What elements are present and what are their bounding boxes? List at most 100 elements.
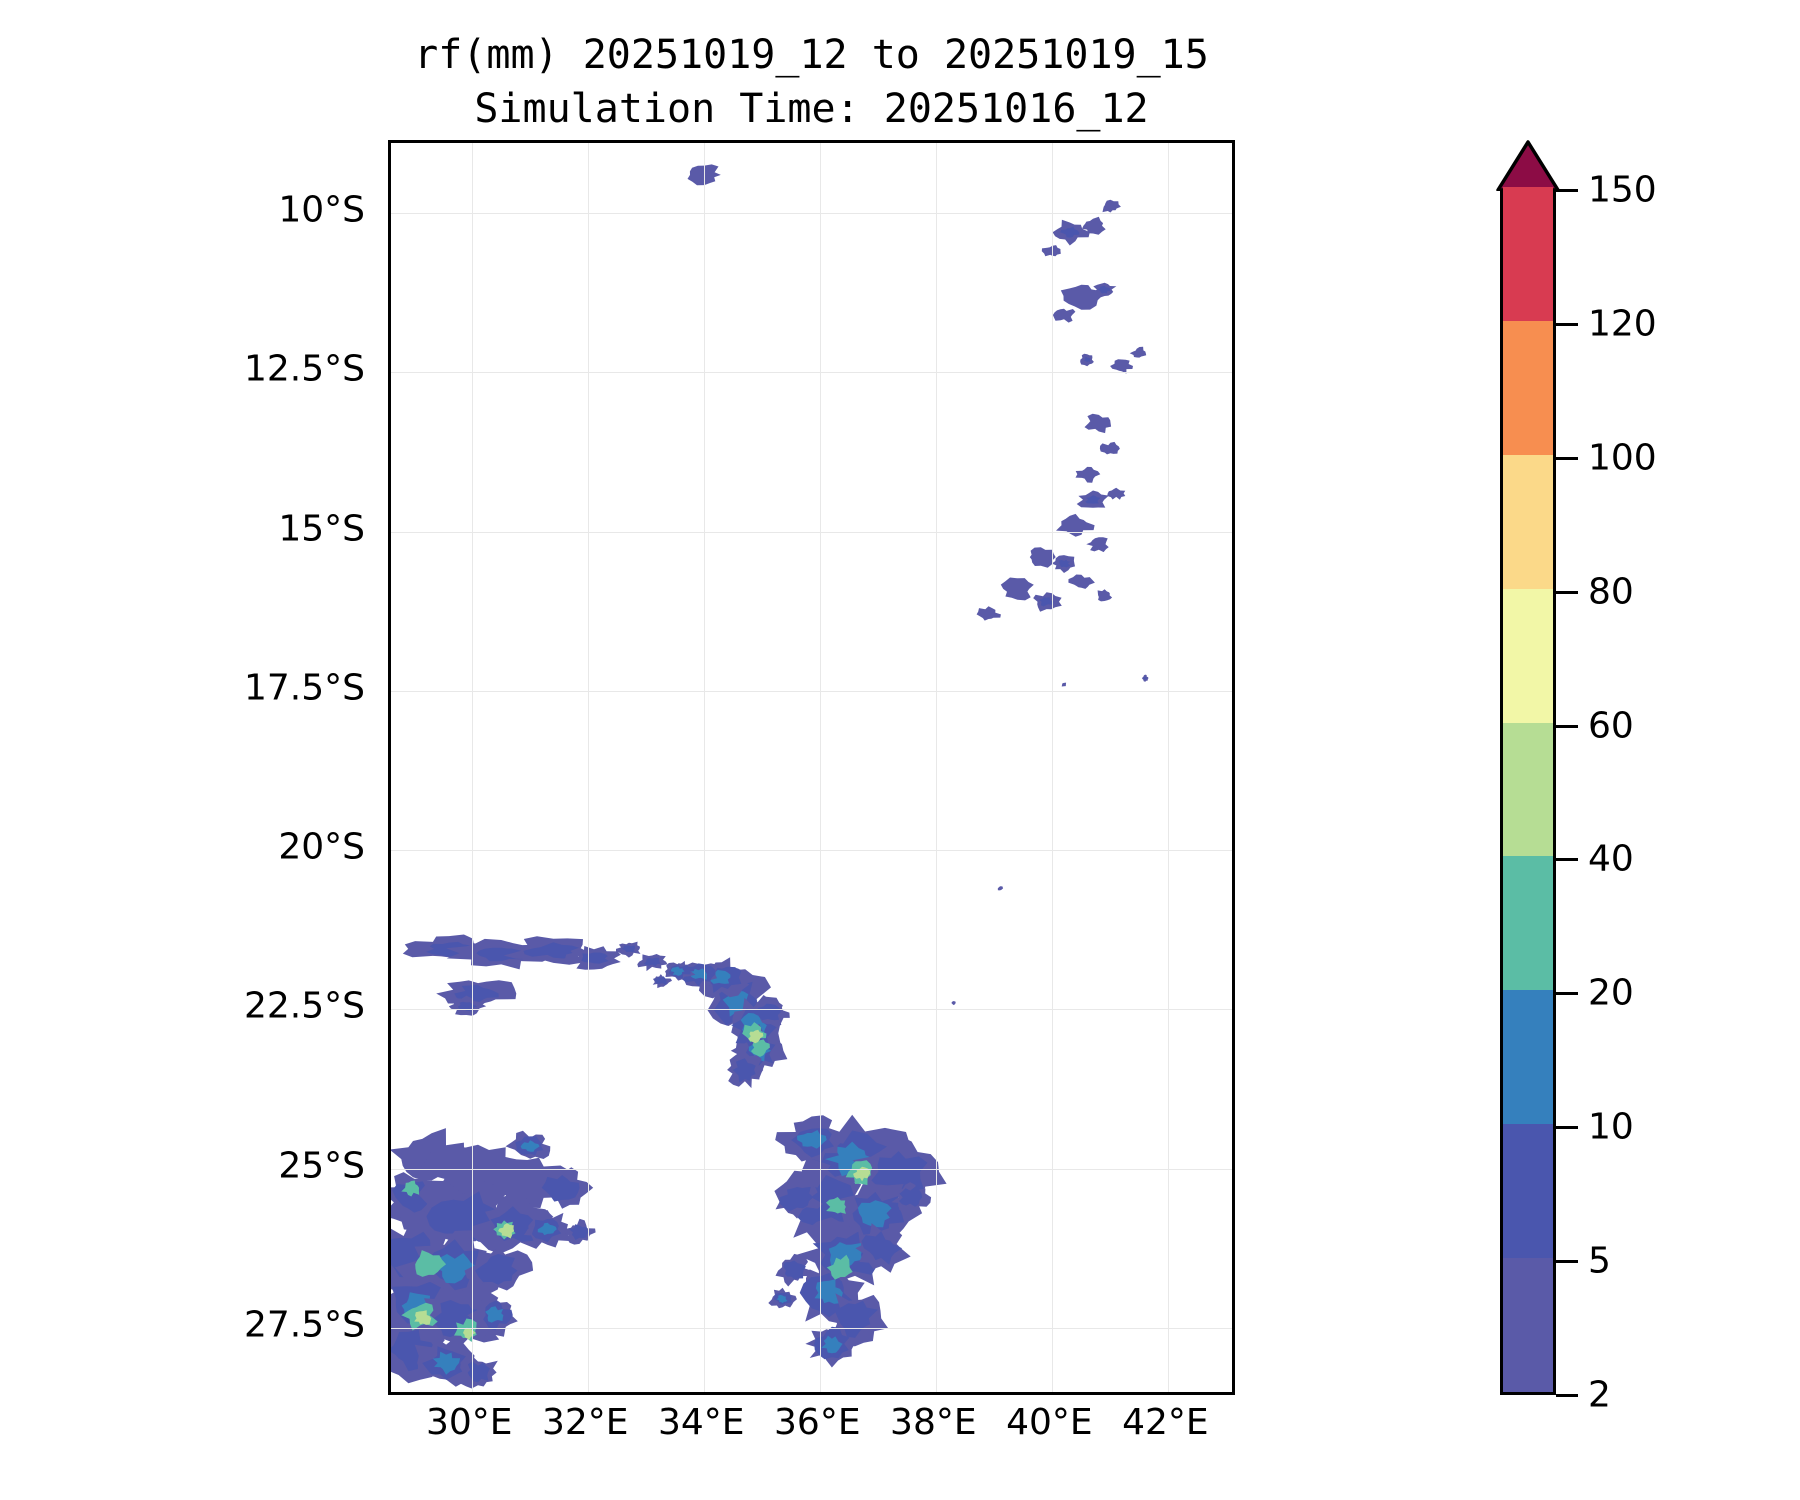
- precip-cell-north: [1097, 589, 1113, 602]
- precip-cell-north: [976, 606, 1001, 621]
- precip-core-20-40: [415, 1250, 447, 1277]
- precip-cell-north: [1041, 245, 1061, 257]
- precip-cell-south-africa: [541, 1175, 580, 1202]
- colorbar-extend-arrow: [1496, 140, 1560, 191]
- gridline-horizontal: [391, 1168, 1232, 1170]
- precip-cell-offshore-core: [821, 1335, 843, 1354]
- precip-cell-south-africa-core: [520, 1140, 540, 1152]
- colorbar-tick-label: 10: [1588, 1106, 1634, 1148]
- figure-title: rf(mm) 20251019_12 to 20251019_15 Simula…: [388, 28, 1235, 136]
- precip-cell-north: [1107, 487, 1126, 500]
- precip-cell-moz-coast-core: [670, 966, 685, 976]
- precip-core-20-40: [826, 1197, 846, 1214]
- y-tick-label: 20°S: [278, 826, 365, 868]
- colorbar-band: [1503, 588, 1553, 723]
- precip-cell-limpopo-core: [643, 957, 661, 967]
- precip-core-40-60: [853, 1166, 871, 1182]
- y-tick-label: 27.5°S: [243, 1304, 365, 1346]
- precip-cell-north-core: [1097, 285, 1111, 294]
- precip-cell-offshore-core: [857, 1200, 892, 1228]
- precip-cell-north: [1056, 513, 1095, 537]
- precip-cell-north-core: [1085, 495, 1101, 504]
- y-tick-label: 12.5°S: [243, 348, 365, 390]
- colorbar-band: [1503, 320, 1553, 455]
- precip-core-40-60: [748, 1029, 764, 1044]
- precip-cell-north-core: [1039, 597, 1054, 607]
- gridline-horizontal: [391, 372, 1232, 374]
- colorbar-tick: [1556, 1260, 1578, 1264]
- gridline-horizontal: [391, 850, 1232, 852]
- precip-cell-south-africa-core: [485, 1306, 504, 1323]
- colorbar-tick-label: 80: [1588, 571, 1634, 613]
- precip-cell-limpopo-core: [621, 945, 636, 953]
- precip-cell-offshore-core: [797, 1130, 827, 1149]
- precip-cell-north: [1060, 284, 1103, 310]
- gridline-horizontal: [391, 213, 1232, 215]
- precip-core-20-40: [401, 1180, 420, 1197]
- precip-cell-north: [1068, 574, 1095, 589]
- x-tick-label: 42°E: [1122, 1402, 1209, 1443]
- x-tick-label: 40°E: [1006, 1402, 1093, 1443]
- precip-cell-north: [1102, 199, 1121, 213]
- y-tick-label: 17.5°S: [243, 667, 365, 709]
- colorbar-band: [1503, 454, 1553, 589]
- colorbar-tick: [1556, 858, 1578, 862]
- precip-cell-south-africa-core: [435, 1253, 479, 1284]
- gridline-vertical: [472, 143, 474, 1392]
- precip-cell-south-africa: [568, 1224, 589, 1240]
- colorbar-tick: [1556, 456, 1578, 460]
- precip-core-20-40: [826, 1254, 853, 1280]
- precip-cell-offshore: [861, 1231, 903, 1265]
- precip-speck: [951, 1001, 956, 1006]
- colorbar-tick: [1556, 1394, 1578, 1397]
- precip-cell-south-africa: [475, 1253, 518, 1285]
- gridline-vertical: [1052, 143, 1054, 1392]
- y-tick-label: 22.5°S: [243, 985, 365, 1027]
- colorbar-tick-label: 5: [1588, 1240, 1611, 1282]
- precip-cell-north: [687, 164, 721, 186]
- precip-cell-offshore: [783, 1260, 806, 1279]
- colorbar-tick-label: 150: [1588, 169, 1657, 211]
- gridline-vertical: [704, 143, 706, 1392]
- precip-cell-limpopo-core: [523, 942, 580, 959]
- colorbar-tick-label: 60: [1588, 705, 1634, 747]
- precip-cell-moz-coast-core: [688, 968, 707, 980]
- colorbar-band: [1503, 990, 1553, 1125]
- colorbar-tick: [1556, 590, 1578, 594]
- precip-cell-south-africa: [391, 1329, 437, 1372]
- precipitation-contour-layer: [391, 164, 1149, 1389]
- gridline-horizontal: [391, 690, 1232, 692]
- colorbar-tick: [1556, 724, 1578, 728]
- y-tick-label: 25°S: [278, 1145, 365, 1187]
- gridline-horizontal: [391, 531, 1232, 533]
- precip-cell-north: [1029, 547, 1056, 568]
- x-tick-label: 30°E: [425, 1402, 513, 1443]
- gridline-vertical: [936, 143, 938, 1392]
- precip-cell-north: [1000, 577, 1034, 601]
- x-tick-label: 36°E: [774, 1402, 861, 1443]
- y-tick-label: 15°S: [278, 508, 365, 550]
- precip-cell-offshore-core: [776, 1294, 788, 1304]
- gridline-vertical: [820, 143, 822, 1392]
- precip-cell-south-africa: [467, 1361, 490, 1383]
- precip-speck: [997, 886, 1004, 891]
- precip-cell-north: [1110, 359, 1133, 374]
- colorbar[interactable]: [1500, 187, 1556, 1395]
- precip-cell-offshore: [899, 1186, 923, 1207]
- map-canvas: [391, 143, 1232, 1392]
- precip-cell-offshore-core: [814, 1279, 843, 1304]
- title-line-1: rf(mm) 20251019_12 to 20251019_15: [414, 32, 1209, 78]
- colorbar-tick-label: 120: [1588, 303, 1657, 345]
- precip-core-40-60: [414, 1310, 432, 1325]
- x-tick-label: 32°E: [541, 1402, 629, 1443]
- map-plot-area[interactable]: [388, 140, 1235, 1395]
- precip-cell-north: [1075, 466, 1101, 483]
- colorbar-tick: [1556, 992, 1578, 996]
- precip-cell-moz-coast: [653, 976, 667, 985]
- precip-cell-offshore: [779, 1186, 814, 1212]
- colorbar-band: [1503, 856, 1553, 991]
- precip-cell-north: [1086, 537, 1109, 553]
- precip-cell-north: [1052, 308, 1076, 323]
- precip-cell-north: [1082, 216, 1106, 235]
- precip-cell-north-core: [1059, 559, 1071, 568]
